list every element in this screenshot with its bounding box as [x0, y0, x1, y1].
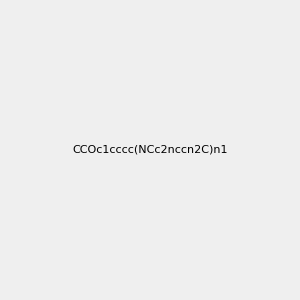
Text: CCOc1cccc(NCc2nccn2C)n1: CCOc1cccc(NCc2nccn2C)n1 [72, 145, 228, 155]
